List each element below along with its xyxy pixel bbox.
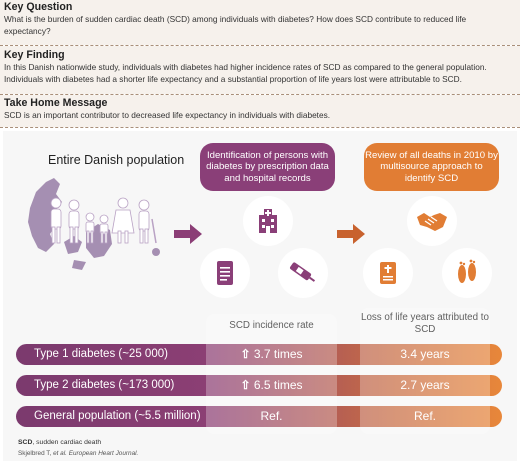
review-text: Review of all deaths in 2010 by multisou… [365, 149, 498, 184]
row-label: General population (~5.5 million) [34, 410, 201, 422]
incidence-column [206, 314, 337, 434]
insulin-pen-icon [278, 248, 328, 298]
lifeyears-value: 2.7 years [400, 378, 450, 392]
key-finding-heading: Key Finding [4, 49, 65, 61]
lifeyears-value: Ref. [413, 409, 436, 423]
arrow-right-icon [174, 224, 202, 244]
lifeyears-column [360, 308, 490, 434]
incidence-value: ⇧ 3.7 times [240, 347, 303, 361]
divider [0, 94, 520, 95]
death-certificate-icon [363, 248, 413, 298]
lifeyears-header: Loss of life years attributed to SCD [361, 312, 489, 335]
incidence-value: ⇧ 6.5 times [240, 378, 303, 392]
result-row-type2: Type 2 diabetes (~173 000) ⇧ 6.5 times 2… [16, 375, 502, 396]
result-row-general: General population (~5.5 million) Ref. R… [16, 406, 502, 427]
take-home-section [0, 95, 520, 127]
hospital-icon [243, 196, 293, 246]
identification-step: Identification of persons with diabetes … [200, 143, 335, 191]
key-finding-section [0, 46, 520, 94]
row-label: Type 1 diabetes (~25 000) [34, 348, 168, 360]
incidence-header: SCD incidence rate [229, 320, 314, 331]
review-step: Review of all deaths in 2010 by multisou… [364, 143, 499, 191]
footprints-icon [442, 248, 492, 298]
incidence-value: Ref. [260, 409, 283, 423]
document-icon [200, 248, 250, 298]
key-question-section [0, 0, 520, 45]
take-home-heading: Take Home Message [4, 97, 108, 109]
key-finding-text: In this Danish nationwide study, individ… [4, 62, 487, 84]
citation: Skjelbred T, et al. European Heart Journ… [18, 450, 139, 457]
family-icon [50, 197, 157, 244]
identification-text: Identification of persons with diabetes … [206, 149, 329, 184]
divider [0, 127, 520, 128]
population-label: Entire Danish population [48, 153, 185, 167]
key-question-text: What is the burden of sudden cardiac dea… [4, 14, 467, 36]
key-question-heading: Key Question [4, 1, 73, 13]
row-label: Type 2 diabetes (~173 000) [34, 379, 175, 391]
take-home-text: SCD is an important contributor to decre… [4, 110, 331, 120]
lifeyears-value: 3.4 years [400, 347, 450, 361]
abbreviation-note: SCD, sudden cardiac death [18, 439, 102, 446]
divider [0, 45, 520, 46]
handshake-icon [407, 196, 457, 246]
arrow-right-icon [337, 224, 365, 244]
result-row-type1: Type 1 diabetes (~25 000) ⇧ 3.7 times 3.… [16, 344, 502, 365]
